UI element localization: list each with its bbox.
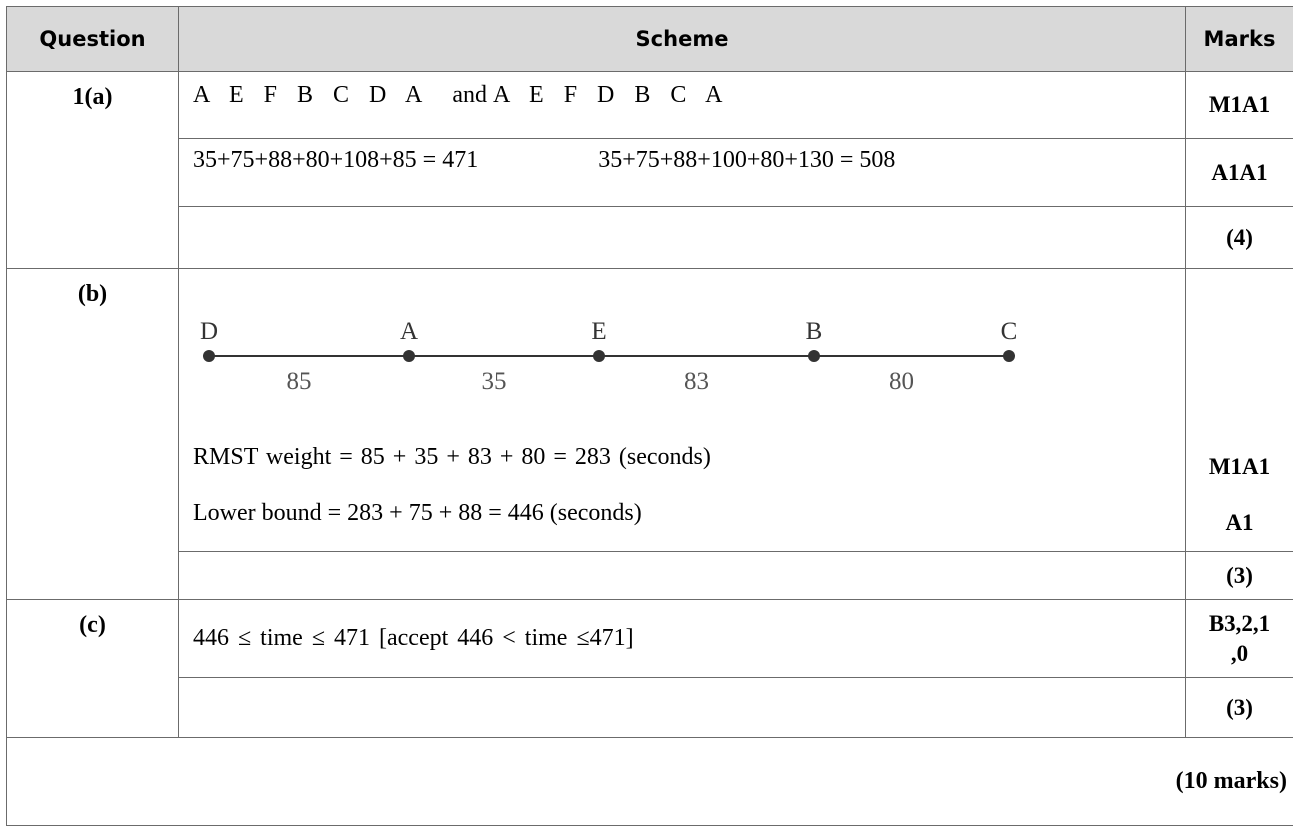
spanning-tree-diagram: D A E B C 85 35 83 80 bbox=[200, 318, 1018, 395]
question-1c-label: (c) bbox=[6, 599, 179, 738]
row-1c-line1: (c) 446 ≤ time ≤ 471 [accept 446 < time … bbox=[6, 599, 1293, 738]
mark-scheme-table: Question Scheme Marks 1(a) A E F B C D A… bbox=[6, 6, 1293, 826]
row-1a-line1: 1(a) A E F B C D A and A E F D B C A M1A… bbox=[6, 71, 1293, 269]
marks-1c-line1: B3,2,1 ,0 bbox=[1185, 599, 1293, 678]
route-1-sum: 35+75+88+80+108+85 = 471 bbox=[193, 147, 479, 173]
marks-1c-line1a: B3,2,1 bbox=[1208, 610, 1271, 636]
route-join: and bbox=[452, 82, 488, 108]
scheme-header: Scheme bbox=[178, 6, 1186, 72]
marks-1b-subtotal: (3) bbox=[1185, 551, 1293, 600]
row-1a-subtotal: (4) bbox=[7, 206, 1293, 269]
node-label-d: D bbox=[200, 318, 218, 345]
marks-header: Marks bbox=[1185, 6, 1293, 72]
edge-weight-2: 35 bbox=[482, 368, 507, 395]
marks-1c-subtotal: (3) bbox=[1185, 677, 1293, 738]
node-label-c: C bbox=[1001, 318, 1018, 345]
rmst-weight-line: RMST weight = 85 + 35 + 83 + 80 = 283 (s… bbox=[193, 444, 711, 470]
node-label-a: A bbox=[400, 318, 418, 345]
row-1b-main: (b) D A E B C 85 35 83 80 RMST weight = 85 + 35… bbox=[6, 268, 1293, 600]
header-row: Question Scheme Marks bbox=[6, 6, 1293, 72]
scheme-1b-blank bbox=[178, 551, 1186, 600]
scheme-1a-sums: 35+75+88+80+108+85 = 471 35+75+88+100+80… bbox=[178, 138, 1186, 207]
scheme-1b-content: D A E B C 85 35 83 80 RMST weight = 85 + 35 + 8… bbox=[178, 268, 1186, 552]
route-2: A E F D B C A bbox=[493, 82, 723, 108]
row-total: (10 marks) bbox=[6, 737, 1293, 826]
scheme-1c-inequality: 446 ≤ time ≤ 471 [accept 446 < time ≤471… bbox=[178, 599, 1186, 678]
marks-1a-subtotal: (4) bbox=[1185, 206, 1293, 269]
marks-1a-line1: M1A1 bbox=[1185, 71, 1293, 139]
marks-1b-line1: M1A1 bbox=[1208, 454, 1271, 479]
node-label-e: E bbox=[591, 318, 606, 345]
route-2-sum: 35+75+88+100+80+130 = 508 bbox=[598, 147, 896, 173]
marks-1b-line2: A1 bbox=[1225, 510, 1254, 535]
edge-weight-1: 85 bbox=[287, 368, 312, 395]
edge-weight-3: 83 bbox=[684, 368, 709, 395]
node-dot-b bbox=[808, 350, 820, 362]
scheme-1a-blank bbox=[178, 206, 1186, 269]
question-header: Question bbox=[6, 6, 179, 72]
question-1a-label: 1(a) bbox=[6, 71, 179, 269]
node-label-b: B bbox=[806, 318, 823, 345]
marks-1b-main: M1A1 A1 bbox=[1185, 268, 1293, 552]
scheme-1c-blank bbox=[178, 677, 1186, 738]
total-marks: (10 marks) bbox=[6, 737, 1293, 826]
node-dot-d bbox=[203, 350, 215, 362]
row-1a-line2: 35+75+88+80+108+85 = 471 35+75+88+100+80… bbox=[7, 138, 1293, 207]
lower-bound-line: Lower bound = 283 + 75 + 88 = 446 (secon… bbox=[193, 500, 642, 526]
row-1c-subtotal: (3) bbox=[7, 677, 1293, 738]
row-1b-subtotal: (3) bbox=[7, 551, 1293, 600]
marks-1a-line2: A1A1 bbox=[1185, 138, 1293, 207]
edge-weight-4: 80 bbox=[889, 368, 914, 395]
node-dot-c bbox=[1003, 350, 1015, 362]
route-1: A E F B C D A bbox=[193, 82, 423, 108]
question-1b-label: (b) bbox=[6, 268, 179, 600]
node-dot-a bbox=[403, 350, 415, 362]
scheme-1a-routes: A E F B C D A and A E F D B C A bbox=[178, 71, 1186, 139]
marks-1c-line1b: ,0 bbox=[1230, 640, 1249, 666]
node-dot-e bbox=[593, 350, 605, 362]
